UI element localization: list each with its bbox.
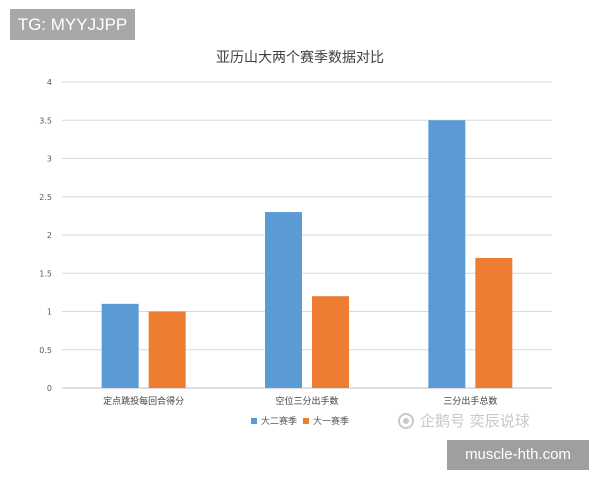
y-tick-label: 1.5 [39,269,52,278]
legend-swatch [303,418,309,424]
y-tick-label: 2.5 [39,193,52,202]
y-tick-label: 2 [47,231,52,240]
x-category-label: 定点跳投每回合得分 [103,395,184,407]
y-tick-label: 3.5 [39,116,52,125]
tag-label: TG: MYYJJPP [10,9,135,40]
legend-label: 大二赛季 [261,415,297,427]
chart-title: 亚历山大两个赛季数据对比 [216,50,384,66]
bar-sophomore [428,120,466,388]
y-tick-label: 0 [47,384,52,393]
x-category-label: 空位三分出手数 [275,395,338,407]
bar-freshman [312,296,349,388]
gridlines [62,81,552,389]
bars [101,120,513,388]
y-axis-ticks: 0 0.5 1 1.5 2 2.5 3 3.5 4 [39,78,52,393]
bar-sophomore [101,303,139,388]
legend-label: 大一赛季 [313,415,349,427]
watermark: 企鹅号 奕辰说球 [398,410,530,431]
bar-sophomore [265,212,302,388]
legend-swatch [251,418,257,424]
watermark-text: 企鹅号 奕辰说球 [420,412,530,430]
y-tick-label: 0.5 [39,346,52,355]
penguin-logo-icon [398,412,414,429]
bar-freshman [148,311,186,388]
y-tick-label: 1 [47,308,52,317]
bar-freshman [475,257,513,388]
y-tick-label: 4 [47,78,52,87]
x-category-label: 三分出手总数 [443,395,497,407]
x-axis-labels: 定点跳投每回合得分 空位三分出手数 三分出手总数 [103,395,497,407]
y-tick-label: 3 [47,155,52,164]
source-label: muscle-hth.com [447,440,589,470]
legend: 大二赛季 大一赛季 [251,415,349,427]
